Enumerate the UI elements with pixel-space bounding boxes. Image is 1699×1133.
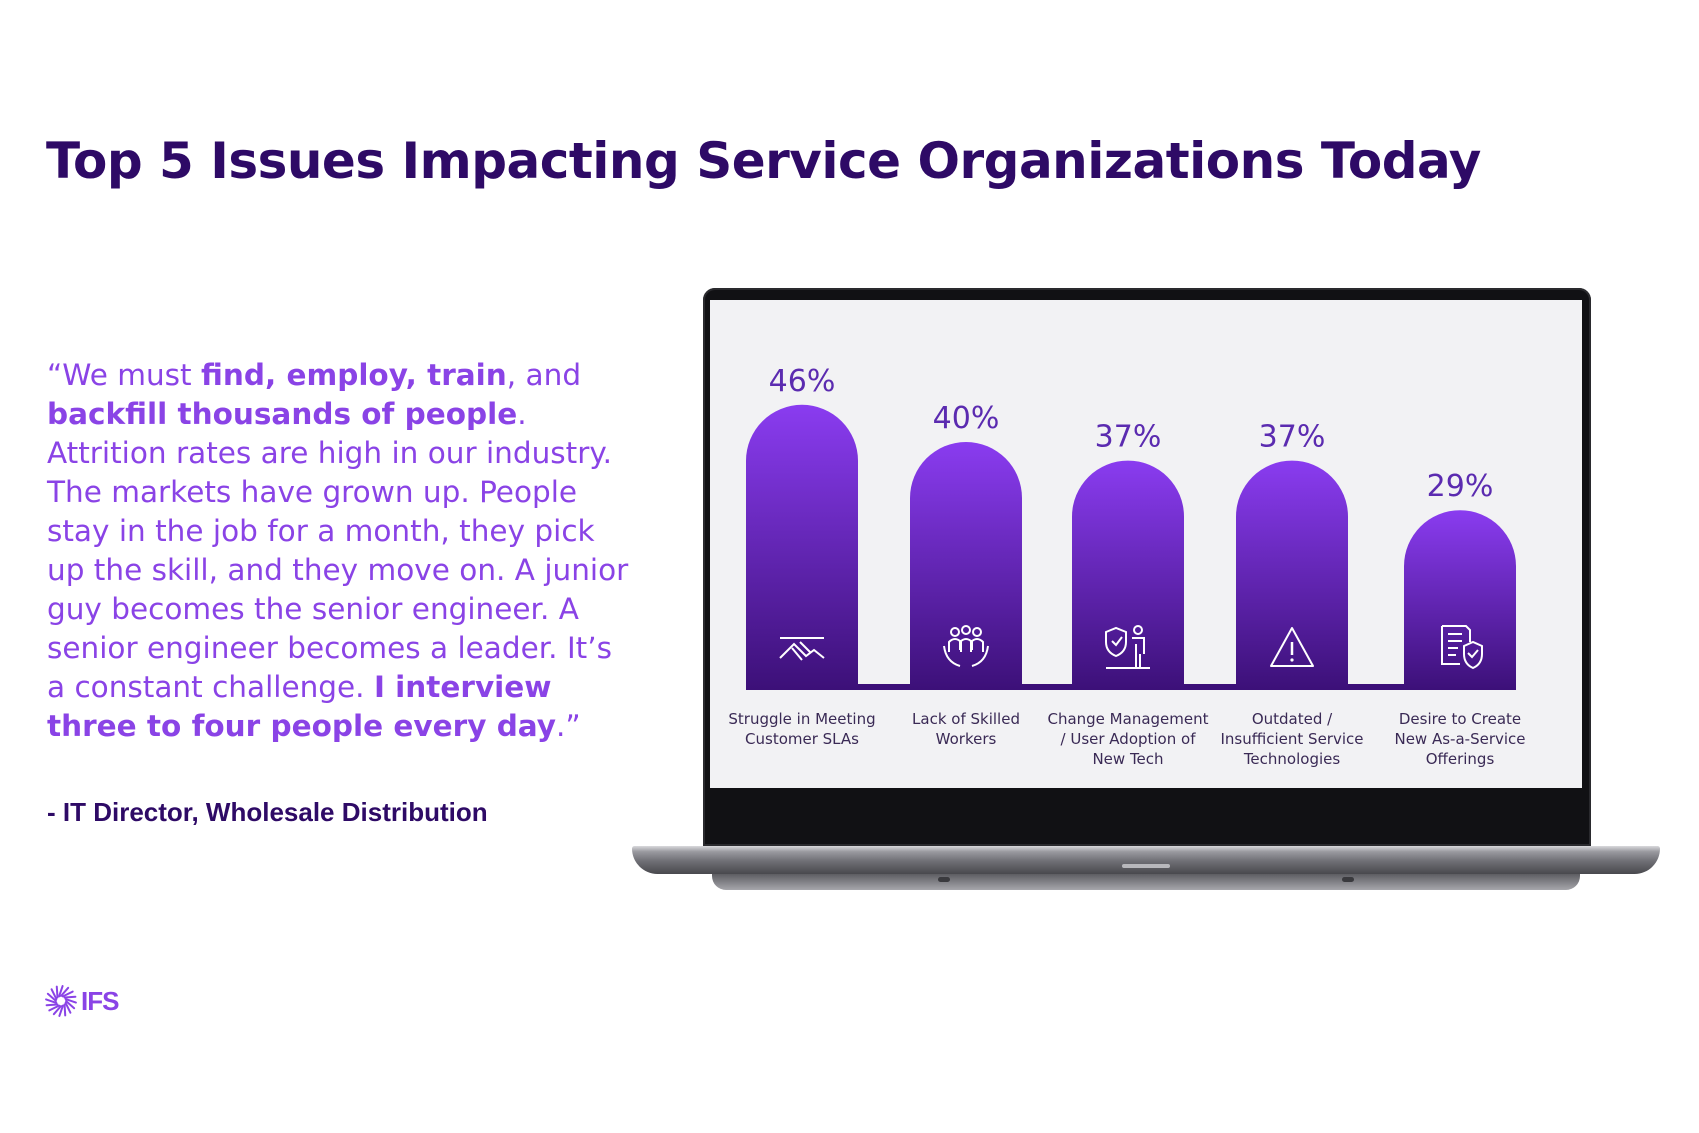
warning-icon xyxy=(1270,627,1314,667)
ifs-logo: IFS xyxy=(44,984,119,1018)
bar-value-label: 46% xyxy=(769,364,836,399)
quote-emphasis: find, employ, train xyxy=(201,358,507,392)
person-shield-icon xyxy=(1105,625,1150,669)
category-label-line: Technologies xyxy=(1243,750,1341,768)
category-label-line: Insufficient Service xyxy=(1221,730,1364,748)
category-label-line: Outdated / xyxy=(1252,710,1333,728)
laptop-hinge-notch xyxy=(1122,864,1170,868)
quote-text: . Attrition rates are high in our indust… xyxy=(47,397,629,704)
category-label: Lack of Skilled Workers xyxy=(912,710,1020,748)
category-label-line: New Tech xyxy=(1092,750,1163,768)
chart-bar xyxy=(746,404,858,690)
category-label-line: Workers xyxy=(936,730,997,748)
category-label-line: / User Adoption of xyxy=(1061,730,1197,748)
document-shield-icon xyxy=(1441,625,1483,670)
bar-value-label: 37% xyxy=(1095,420,1162,455)
category-label-line: Offerings xyxy=(1426,750,1495,768)
logo-text: IFS xyxy=(81,985,119,1016)
category-label-line: Customer SLAs xyxy=(745,730,859,748)
chart-bar xyxy=(1236,460,1348,690)
quote-text: “We must xyxy=(47,358,201,392)
quote-emphasis: backfill thousands of people xyxy=(47,397,518,431)
page-title: Top 5 Issues Impacting Service Organizat… xyxy=(46,132,1481,190)
category-label-line: Struggle in Meeting xyxy=(728,710,875,728)
quote-attribution: - IT Director, Wholesale Distribution xyxy=(47,797,488,827)
customer-quote: “We must find, employ, train, and backfi… xyxy=(47,356,637,746)
quote-text: .” xyxy=(556,709,581,743)
handshake-icon xyxy=(779,637,825,661)
laptop-base xyxy=(632,846,1660,874)
ifs-burst-icon xyxy=(45,985,77,1017)
bar-chart: 46% Struggle in Meeting Customer SLAs 40% La… xyxy=(728,364,1525,768)
quote-emphasis: I interview three to four people every d… xyxy=(47,670,557,743)
bar-value-label: 40% xyxy=(933,401,1000,436)
laptop-screen: 46% Struggle in Meeting Customer SLAs 40% La… xyxy=(710,300,1582,788)
category-label: Change Management / User Adoption of New T… xyxy=(1047,710,1208,768)
laptop-base-bottom xyxy=(712,874,1580,890)
quote-text: , and xyxy=(506,358,582,392)
category-label: Struggle in Meeting Customer SLAs xyxy=(728,710,875,748)
category-label: Desire to Create New As-a-Service Offering… xyxy=(1394,710,1525,768)
bar-value-label: 37% xyxy=(1259,420,1326,455)
laptop-foot-left xyxy=(938,877,950,882)
workers-group-icon xyxy=(943,625,989,667)
bar-value-label: 29% xyxy=(1427,469,1494,504)
category-label-line: Change Management xyxy=(1047,710,1208,728)
chart-bar xyxy=(910,442,1022,690)
chart-bar xyxy=(1072,460,1184,690)
category-label-line: Desire to Create xyxy=(1399,710,1521,728)
category-label-line: New As-a-Service xyxy=(1394,730,1525,748)
category-label: Outdated / Insufficient Service Technologi… xyxy=(1221,710,1364,768)
chart-bar xyxy=(1404,510,1516,690)
category-label-line: Lack of Skilled xyxy=(912,710,1020,728)
laptop-foot-right xyxy=(1342,877,1354,882)
